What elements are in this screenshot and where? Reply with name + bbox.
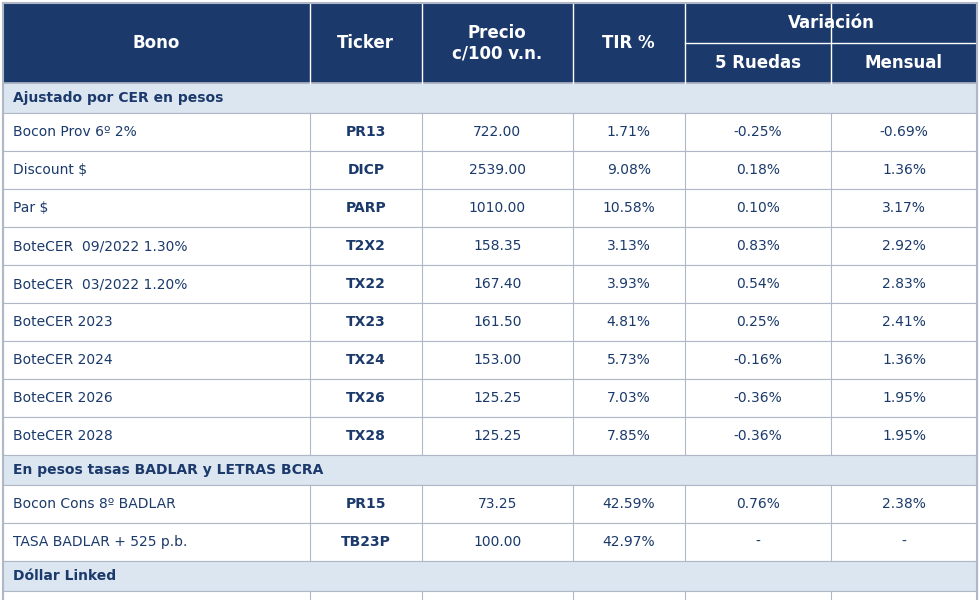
Bar	[3, 265, 977, 303]
Text: 42.97%: 42.97%	[603, 535, 655, 549]
Bar	[3, 113, 977, 151]
Text: 1010.00: 1010.00	[468, 201, 526, 215]
Text: -0.69%: -0.69%	[879, 125, 928, 139]
Text: 2.41%: 2.41%	[882, 315, 926, 329]
Bar	[3, 485, 977, 523]
Text: 42.59%: 42.59%	[603, 497, 655, 511]
Bar	[3, 591, 977, 600]
Text: 0.76%: 0.76%	[736, 497, 780, 511]
Text: 5.73%: 5.73%	[607, 353, 651, 367]
Text: -: -	[902, 535, 906, 549]
Text: 167.40: 167.40	[473, 277, 521, 291]
Text: 153.00: 153.00	[473, 353, 521, 367]
Text: BoteCER 2028: BoteCER 2028	[13, 429, 113, 443]
Text: Dóllar Linked: Dóllar Linked	[13, 569, 116, 583]
Text: -0.16%: -0.16%	[733, 353, 782, 367]
Bar	[3, 151, 977, 189]
Text: 1.71%: 1.71%	[607, 125, 651, 139]
Text: 9.08%: 9.08%	[607, 163, 651, 177]
Text: Ajustado por CER en pesos: Ajustado por CER en pesos	[13, 91, 223, 105]
Bar	[3, 455, 977, 485]
Text: 1.36%: 1.36%	[882, 353, 926, 367]
Text: -0.36%: -0.36%	[733, 391, 782, 405]
Text: En pesos tasas BADLAR y LETRAS BCRA: En pesos tasas BADLAR y LETRAS BCRA	[13, 463, 323, 477]
Text: BoteCER 2023: BoteCER 2023	[13, 315, 113, 329]
Bar	[3, 189, 977, 227]
Text: TX23: TX23	[346, 315, 386, 329]
Text: Bono: Bono	[132, 34, 180, 52]
Text: TX22: TX22	[346, 277, 386, 291]
Bar	[3, 3, 977, 83]
Text: -0.25%: -0.25%	[734, 125, 782, 139]
Bar	[3, 523, 977, 561]
Text: TX24: TX24	[346, 353, 386, 367]
Text: 3.17%: 3.17%	[882, 201, 926, 215]
Text: 0.83%: 0.83%	[736, 239, 780, 253]
Text: Precio
c/100 v.n.: Precio c/100 v.n.	[452, 23, 543, 62]
Text: 0.54%: 0.54%	[736, 277, 780, 291]
Text: PR13: PR13	[346, 125, 386, 139]
Text: 7.85%: 7.85%	[607, 429, 651, 443]
Bar	[3, 303, 977, 341]
Text: 2.83%: 2.83%	[882, 277, 926, 291]
Text: 3.13%: 3.13%	[607, 239, 651, 253]
Bar	[3, 341, 977, 379]
Text: 158.35: 158.35	[473, 239, 521, 253]
Text: 0.18%: 0.18%	[736, 163, 780, 177]
Bar	[3, 83, 977, 113]
Text: 2.38%: 2.38%	[882, 497, 926, 511]
Text: 5 Ruedas: 5 Ruedas	[714, 54, 801, 72]
Text: -0.36%: -0.36%	[733, 429, 782, 443]
Text: 125.25: 125.25	[473, 391, 521, 405]
Text: 1.36%: 1.36%	[882, 163, 926, 177]
Text: BoteCER  09/2022 1.30%: BoteCER 09/2022 1.30%	[13, 239, 187, 253]
Text: 3.93%: 3.93%	[607, 277, 651, 291]
Text: BoteCER 2024: BoteCER 2024	[13, 353, 113, 367]
Text: Variación: Variación	[788, 14, 874, 32]
Text: Ticker: Ticker	[337, 34, 394, 52]
Text: Discount $: Discount $	[13, 163, 87, 177]
Bar	[3, 227, 977, 265]
Text: 73.25: 73.25	[477, 497, 517, 511]
Text: 2539.00: 2539.00	[468, 163, 526, 177]
Text: PR15: PR15	[346, 497, 386, 511]
Text: TX28: TX28	[346, 429, 386, 443]
Text: 0.10%: 0.10%	[736, 201, 780, 215]
Text: TIR %: TIR %	[603, 34, 655, 52]
Text: 4.81%: 4.81%	[607, 315, 651, 329]
Text: Bocon Prov 6º 2%: Bocon Prov 6º 2%	[13, 125, 137, 139]
Bar	[3, 379, 977, 417]
Text: 722.00: 722.00	[473, 125, 521, 139]
Text: 100.00: 100.00	[473, 535, 521, 549]
Text: 125.25: 125.25	[473, 429, 521, 443]
Text: 10.58%: 10.58%	[603, 201, 656, 215]
Text: 1.95%: 1.95%	[882, 429, 926, 443]
Text: T2X2: T2X2	[346, 239, 386, 253]
Text: 1.95%: 1.95%	[882, 391, 926, 405]
Text: 161.50: 161.50	[473, 315, 521, 329]
Text: 0.25%: 0.25%	[736, 315, 780, 329]
Text: Par $: Par $	[13, 201, 48, 215]
Text: -: -	[756, 535, 760, 549]
Text: Bocon Cons 8º BADLAR: Bocon Cons 8º BADLAR	[13, 497, 175, 511]
Bar	[3, 561, 977, 591]
Text: TX26: TX26	[346, 391, 386, 405]
Text: TASA BADLAR + 525 p.b.: TASA BADLAR + 525 p.b.	[13, 535, 187, 549]
Text: BoteCER  03/2022 1.20%: BoteCER 03/2022 1.20%	[13, 277, 187, 291]
Text: TB23P: TB23P	[341, 535, 391, 549]
Text: Mensual: Mensual	[865, 54, 943, 72]
Text: PARP: PARP	[345, 201, 386, 215]
Text: 2.92%: 2.92%	[882, 239, 926, 253]
Bar	[3, 417, 977, 455]
Text: DICP: DICP	[347, 163, 384, 177]
Text: 7.03%: 7.03%	[607, 391, 651, 405]
Text: BoteCER 2026: BoteCER 2026	[13, 391, 113, 405]
